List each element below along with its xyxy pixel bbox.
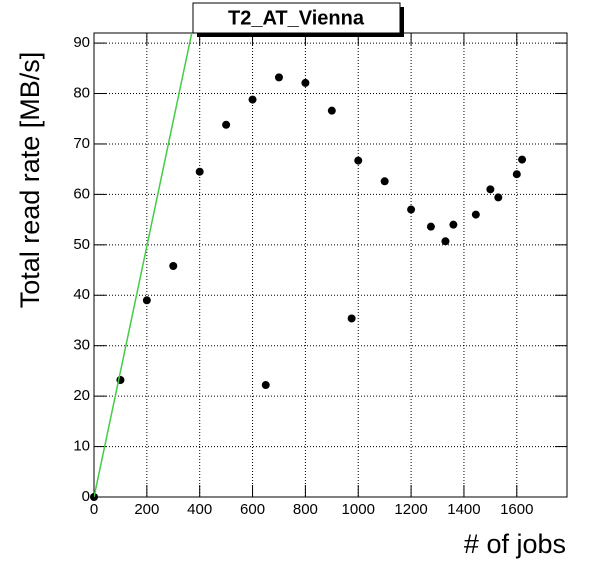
y-tick-label: 60 xyxy=(73,185,90,202)
x-tick-label: 400 xyxy=(187,501,212,518)
data-point xyxy=(441,237,450,246)
data-point xyxy=(471,210,480,219)
data-point xyxy=(407,205,416,214)
data-point xyxy=(142,296,151,305)
y-tick-label: 0 xyxy=(82,488,90,505)
y-tick-label: 80 xyxy=(73,84,90,101)
data-point xyxy=(195,167,204,176)
data-point xyxy=(449,220,458,229)
chart-title: T2_AT_Vienna xyxy=(228,7,365,29)
x-axis-label: # of jobs xyxy=(464,529,566,559)
data-point xyxy=(261,381,270,390)
plot-frame xyxy=(93,32,568,498)
data-point xyxy=(327,106,336,115)
data-point xyxy=(518,155,527,164)
data-point xyxy=(494,193,503,202)
data-point xyxy=(169,262,178,271)
title-box xyxy=(192,2,401,34)
y-tick-label: 10 xyxy=(73,438,90,455)
x-tick-label: 800 xyxy=(293,501,318,518)
x-tick-label: 1200 xyxy=(394,501,427,518)
data-point xyxy=(354,156,363,165)
data-point xyxy=(248,95,257,104)
y-tick-label: 90 xyxy=(73,34,90,51)
x-tick-label: 1400 xyxy=(447,501,480,518)
data-point xyxy=(274,73,283,82)
data-point xyxy=(222,120,231,129)
x-tick-label: 600 xyxy=(240,501,265,518)
data-point xyxy=(426,222,435,231)
x-tick-label: 1000 xyxy=(342,501,375,518)
x-tick-label: 200 xyxy=(134,501,159,518)
data-point xyxy=(347,314,356,323)
data-point xyxy=(301,78,310,87)
data-point xyxy=(512,170,521,179)
x-tick-label: 0 xyxy=(90,501,98,518)
y-axis-label: Total read rate [MB/s] xyxy=(15,52,45,309)
y-tick-label: 40 xyxy=(73,286,90,303)
fit-line xyxy=(94,33,193,497)
data-point xyxy=(380,177,389,186)
y-tick-label: 20 xyxy=(73,387,90,404)
y-tick-label: 50 xyxy=(73,236,90,253)
y-tick-label: 70 xyxy=(73,135,90,152)
data-point xyxy=(486,185,495,194)
x-tick-label: 1600 xyxy=(500,501,533,518)
y-tick-label: 30 xyxy=(73,337,90,354)
